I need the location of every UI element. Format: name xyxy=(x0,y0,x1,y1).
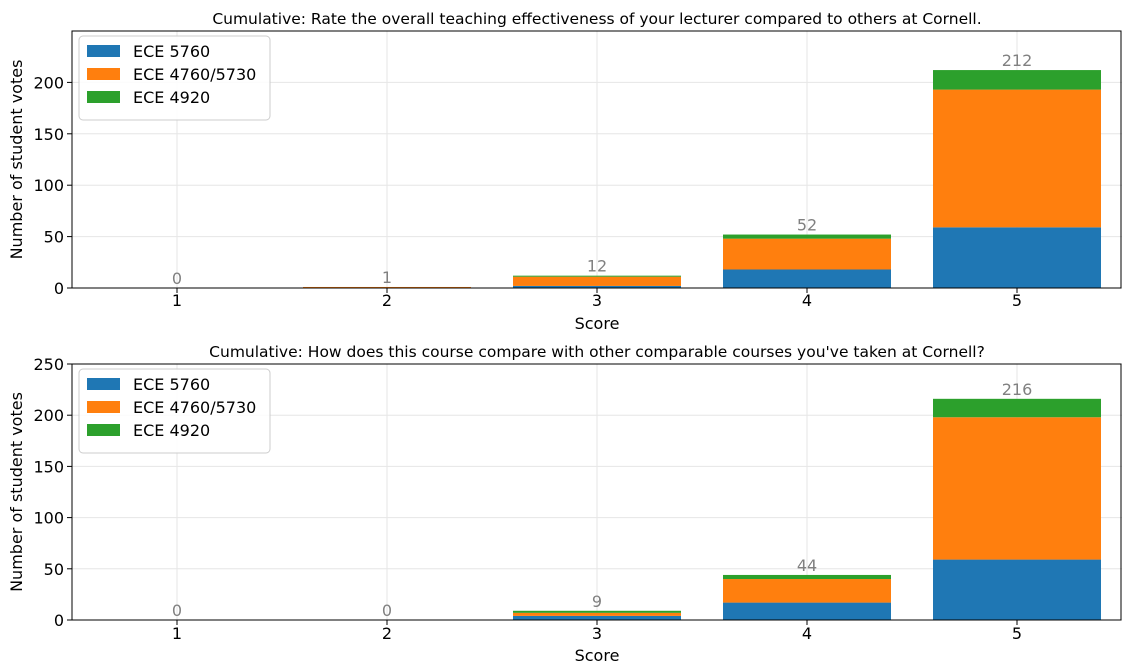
legend-label: ECE 4760/5730 xyxy=(133,398,256,417)
bar-total-label: 52 xyxy=(797,216,817,235)
bar-segment xyxy=(723,579,891,603)
legend-label: ECE 5760 xyxy=(133,375,210,394)
x-tick-label: 3 xyxy=(592,624,602,643)
bar-segment xyxy=(933,560,1101,620)
legend-swatch xyxy=(87,91,120,103)
y-tick-label: 100 xyxy=(33,509,64,528)
bar-total-label: 0 xyxy=(172,601,182,620)
bar-segment xyxy=(723,269,891,288)
x-tick-label: 5 xyxy=(1012,291,1022,310)
y-axis: 0 50 100 150 200 250 xyxy=(33,355,72,630)
bar-segment xyxy=(513,276,681,277)
bar-segment xyxy=(723,235,891,239)
y-axis-label: Number of student votes xyxy=(7,392,26,592)
bar-segment xyxy=(513,611,681,613)
y-tick-label: 50 xyxy=(44,228,64,247)
x-tick-label: 4 xyxy=(802,291,812,310)
y-axis-label: Number of student votes xyxy=(7,60,26,260)
x-tick-label: 5 xyxy=(1012,624,1022,643)
total-labels: 0 1 12 52 212 xyxy=(172,51,1032,288)
x-tick-label: 1 xyxy=(172,291,182,310)
y-tick-label: 50 xyxy=(44,560,64,579)
bar-segment xyxy=(933,399,1101,417)
legend-label: ECE 4920 xyxy=(133,88,210,107)
x-tick-label: 2 xyxy=(382,291,392,310)
legend-swatch xyxy=(87,378,120,390)
legend-swatch xyxy=(87,401,120,413)
y-tick-label: 100 xyxy=(33,176,64,195)
total-labels: 0 0 9 44 216 xyxy=(172,380,1032,620)
y-tick-label: 200 xyxy=(33,406,64,425)
x-tick-label: 2 xyxy=(382,624,392,643)
legend: ECE 5760 ECE 4760/5730 ECE 4920 xyxy=(79,36,270,120)
y-tick-label: 150 xyxy=(33,457,64,476)
y-tick-label: 0 xyxy=(54,611,64,630)
y-tick-label: 0 xyxy=(54,279,64,298)
bar-total-label: 44 xyxy=(797,556,817,575)
bars xyxy=(303,70,1101,288)
x-axis-label: Score xyxy=(575,646,620,663)
bar-segment xyxy=(933,90,1101,228)
bar-total-label: 0 xyxy=(382,601,392,620)
y-tick-label: 150 xyxy=(33,125,64,144)
bar-total-label: 9 xyxy=(592,592,602,611)
legend-label: ECE 4920 xyxy=(133,421,210,440)
bar-segment xyxy=(723,603,891,620)
bar-total-label: 12 xyxy=(587,257,607,276)
y-axis: 0 50 100 150 200 xyxy=(33,73,72,298)
bar-total-label: 0 xyxy=(172,269,182,288)
bar-segment xyxy=(513,613,681,616)
x-tick-label: 4 xyxy=(802,624,812,643)
y-tick-label: 250 xyxy=(33,355,64,374)
chart-title: Cumulative: Rate the overall teaching ef… xyxy=(212,10,981,28)
legend-swatch xyxy=(87,424,120,436)
bar-segment xyxy=(723,575,891,579)
bar-segment xyxy=(513,616,681,620)
x-axis: 1 2 3 4 5 xyxy=(172,620,1022,643)
x-tick-label: 1 xyxy=(172,624,182,643)
x-axis: 1 2 3 4 5 xyxy=(172,288,1022,310)
bar-total-label: 216 xyxy=(1002,380,1033,399)
bar-segment xyxy=(723,239,891,270)
x-axis-label: Score xyxy=(575,314,620,333)
y-tick-label: 200 xyxy=(33,73,64,92)
chart-panel-course-comparison: 0 0 9 44 216 0 50 100 150 200 250 1 2 3 4 5 Score Number … xyxy=(7,343,1122,663)
legend-label: ECE 4760/5730 xyxy=(133,65,256,84)
legend-swatch xyxy=(87,68,120,80)
chart-title: Cumulative: How does this course compare… xyxy=(209,343,985,361)
legend-swatch xyxy=(87,45,120,57)
x-tick-label: 3 xyxy=(592,291,602,310)
bar-total-label: 212 xyxy=(1002,51,1033,70)
legend: ECE 5760 ECE 4760/5730 ECE 4920 xyxy=(79,369,270,453)
legend-label: ECE 5760 xyxy=(133,42,210,61)
bar-segment xyxy=(933,70,1101,90)
bar-segment xyxy=(933,417,1101,559)
bar-segment xyxy=(513,277,681,286)
bar-segment xyxy=(933,227,1101,288)
bar-total-label: 1 xyxy=(382,268,392,287)
